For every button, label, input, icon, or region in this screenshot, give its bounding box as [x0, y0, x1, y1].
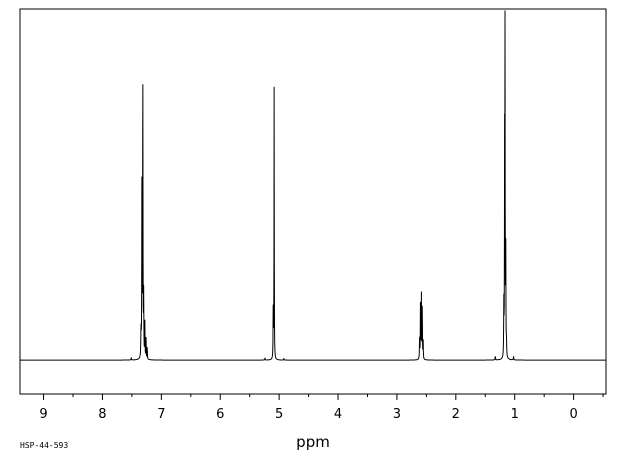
- x-tick-label: 5: [275, 407, 283, 422]
- x-tick-label: 2: [452, 407, 460, 422]
- x-axis-tick-labels: 9 8 7 6 5 4 3 2 1 0: [39, 407, 577, 422]
- x-tick-label: 9: [39, 407, 47, 422]
- x-tick-label: 3: [393, 407, 401, 422]
- x-axis-label: ppm: [296, 433, 330, 451]
- sample-code: HSP-44-593: [20, 441, 68, 450]
- spectrum-trace: [20, 10, 606, 361]
- x-tick-label: 0: [569, 407, 577, 422]
- x-tick-label: 7: [157, 407, 165, 422]
- x-tick-label: 4: [334, 407, 342, 422]
- x-axis-ticks: [43, 394, 604, 400]
- x-tick-label: 6: [216, 407, 224, 422]
- plot-frame: [19, 8, 607, 395]
- x-tick-label: 1: [511, 407, 519, 422]
- x-tick-label: 8: [98, 407, 106, 422]
